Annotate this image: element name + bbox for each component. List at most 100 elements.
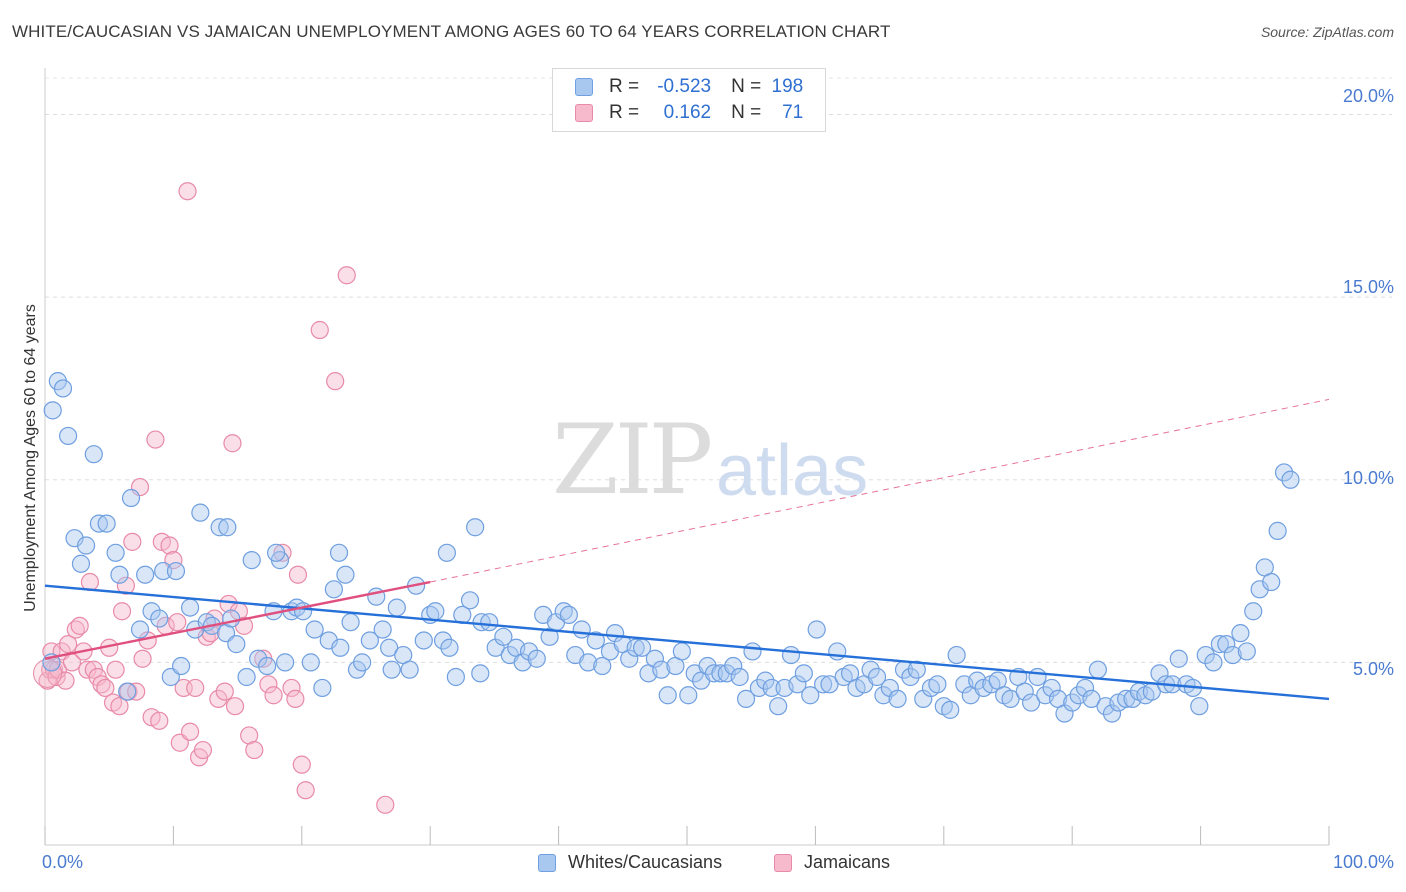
gridlines (45, 77, 1392, 663)
whites-point (324, 580, 343, 599)
jamaicans-point (219, 594, 238, 614)
whites-point (579, 653, 598, 672)
whites-point (1204, 653, 1223, 672)
legend-r-label: R = (609, 76, 640, 97)
whites-point (626, 638, 645, 657)
watermark-zip: ZIP (552, 404, 713, 516)
legend-r-value-jamaicans: 0.162 (663, 102, 712, 123)
whites-point (1262, 572, 1281, 592)
legend-row-jamaicans: R = 0.162 N = 71 (575, 102, 803, 124)
jamaicans-point (376, 795, 395, 814)
whites-point (1190, 697, 1209, 716)
jamaicans-trend-extension (430, 398, 1330, 583)
whites-point (65, 529, 84, 548)
jamaicans-point (186, 678, 205, 698)
whites-point (494, 627, 513, 646)
whites-point (1196, 645, 1215, 665)
whites-point (756, 671, 775, 690)
jamaicans-point (296, 781, 315, 800)
whites-point (110, 565, 129, 584)
whites-point (426, 602, 445, 621)
whites-point (180, 598, 200, 617)
legend-row-whites: R = -0.523 N = 198 (575, 76, 803, 98)
whites-point (1268, 521, 1287, 540)
jamaicans-point (288, 565, 308, 584)
source-credit: Source: ZipAtlas.com (1260, 24, 1394, 40)
jamaicans-point (106, 660, 125, 679)
x-tick-label-min: 0.0% (42, 852, 84, 872)
jamaicans-point (337, 266, 356, 285)
whites-point (150, 609, 169, 628)
whites-point (301, 653, 320, 672)
whites-point (373, 620, 392, 639)
jamaicans-point (225, 697, 245, 716)
jamaicans-point (264, 686, 283, 705)
whites-trend-line (44, 584, 1330, 701)
whites-point (704, 664, 724, 683)
whites-point (106, 543, 125, 562)
jamaicans-point (160, 536, 179, 555)
whites-point (1022, 693, 1041, 712)
whites-point (319, 631, 338, 650)
whites-point (907, 660, 926, 679)
whites-points (42, 372, 1300, 723)
whites-point (1042, 678, 1061, 698)
whites-point (118, 682, 137, 701)
whites-point (730, 667, 749, 687)
legend-n-value-jamaicans: 71 (782, 102, 804, 123)
legend-r-label: R = (609, 102, 640, 123)
jamaicans-point (292, 755, 311, 774)
whites-point (472, 613, 491, 632)
whites-point (1237, 642, 1256, 661)
whites-point (788, 675, 807, 694)
whites-point (380, 638, 399, 657)
whites-point (480, 613, 499, 632)
whites-point (941, 700, 960, 719)
whites-point (305, 620, 324, 639)
whites-point (471, 664, 490, 683)
jamaicans-point (110, 697, 129, 716)
jamaicans-point (178, 182, 197, 201)
whites-point (130, 620, 150, 639)
y-tick-label-10: 10.0% (1342, 468, 1394, 488)
legend-r-value-whites: -0.523 (657, 76, 712, 97)
whites-point (242, 551, 261, 570)
jamaicans-point (326, 372, 345, 391)
whites-point (121, 488, 141, 508)
jamaicans-point (273, 543, 292, 562)
jamaicans-point (259, 675, 278, 694)
whites-point (1274, 463, 1294, 482)
whites-point (71, 554, 91, 573)
whites-point (84, 445, 103, 464)
whites-point (947, 645, 966, 665)
whites-point (586, 631, 605, 650)
whites-point (136, 565, 155, 584)
whites-point (1075, 678, 1095, 698)
jamaicans-point (112, 602, 132, 621)
legend-n-label: N = (731, 76, 762, 97)
whites-point (1028, 667, 1047, 687)
whites-point (331, 638, 350, 657)
jamaicans-trend-line (44, 580, 431, 660)
jamaicans-point (223, 434, 242, 453)
chart-title: WHITE/CAUCASIAN VS JAMAICAN UNEMPLOYMENT… (12, 22, 891, 41)
whites-point (801, 686, 820, 705)
y-tick-label-20: 20.0% (1342, 86, 1394, 106)
jamaicans-point (180, 722, 200, 741)
whites-point (59, 426, 78, 446)
whites-point (89, 514, 109, 533)
whites-point (267, 543, 286, 562)
jamaicans-point (70, 616, 89, 635)
whites-point (1250, 580, 1269, 599)
whites-point (466, 518, 485, 537)
bottom-legend-jamaicans: Jamaicans (774, 852, 890, 873)
correlation-legend: R = -0.523 N = 198 R = 0.162 N = 71 (552, 68, 826, 132)
whites-point (172, 656, 191, 676)
whites-point (1150, 664, 1169, 683)
whites-point (1210, 635, 1229, 654)
whites-point (76, 536, 96, 555)
whites-point (513, 653, 532, 672)
bottom-legend-label-whites: Whites/Caucasians (568, 852, 723, 872)
trend-lines (44, 398, 1330, 701)
